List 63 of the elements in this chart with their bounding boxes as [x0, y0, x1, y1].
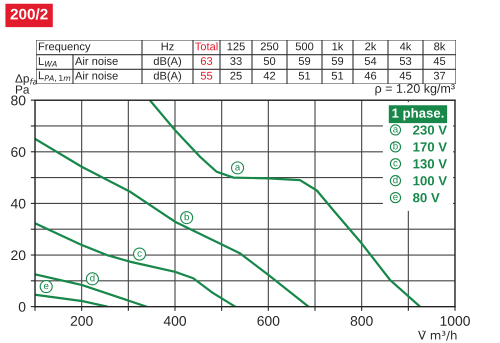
text: 46	[364, 72, 376, 80]
text: 51	[298, 72, 310, 80]
legend-label: 100 V	[413, 176, 447, 186]
y-tick-label: 40	[10, 198, 26, 209]
y-tick-label: 0	[18, 302, 26, 312]
legend-title: 1 phase.	[392, 108, 444, 120]
text: 1k	[332, 42, 344, 50]
text: Total	[195, 42, 218, 50]
text: 55	[200, 72, 212, 80]
text: 63	[200, 57, 212, 65]
line-series	[35, 138, 310, 307]
text: a	[393, 127, 398, 133]
text: L$_{PA,1m}$	[38, 71, 70, 82]
text: 45	[400, 72, 412, 80]
annotation: c	[138, 251, 142, 257]
x-tick-label: 400	[164, 316, 186, 326]
text: 54	[364, 57, 376, 65]
text: 250	[260, 42, 278, 50]
text: Air noise	[75, 71, 118, 80]
y-tick-label: 80	[11, 95, 26, 106]
text: dB(A)	[154, 71, 182, 82]
text: 45	[434, 57, 446, 65]
text: 51	[332, 72, 344, 80]
y-tick-label: 20	[11, 250, 26, 260]
text: dB(A)	[154, 56, 182, 68]
line-series	[35, 222, 236, 307]
legend-label: 170 V	[413, 142, 447, 152]
annotation: b	[184, 213, 189, 220]
annotation: d	[90, 274, 94, 282]
text: ρ = 1.20 kg/m³	[375, 84, 455, 96]
legend-label: 80 V	[413, 193, 440, 202]
text: 500	[296, 42, 314, 50]
text: L$_{WA}$	[38, 57, 57, 67]
text: 59	[298, 57, 310, 65]
text: Air noise	[75, 56, 118, 65]
text: 4k	[400, 42, 412, 50]
text: d	[393, 176, 398, 184]
text: e	[393, 194, 398, 200]
text: 59	[332, 57, 344, 65]
annotation: a	[235, 165, 240, 170]
text: b	[393, 142, 398, 150]
x-tick-label: 800	[350, 316, 373, 326]
text: Frequency	[38, 42, 90, 53]
text: 37	[434, 72, 446, 80]
x-tick-label: 1000	[440, 316, 470, 326]
text: 125	[228, 42, 245, 50]
text: 33	[230, 57, 242, 65]
text: Hz	[162, 42, 174, 50]
text: 50	[264, 57, 276, 65]
text: c	[393, 161, 398, 166]
text: 2k	[365, 42, 376, 50]
annotation: e	[44, 284, 48, 290]
x-tick-label: 600	[257, 316, 280, 326]
text: 42	[264, 72, 276, 80]
x-tick-label: 200	[70, 316, 93, 326]
legend-label: 230 V	[413, 125, 447, 135]
text: 25	[230, 72, 242, 80]
legend-label: 130 V	[413, 159, 447, 169]
x-axis-title: V̇ m³/h	[418, 330, 456, 341]
y-tick-label: 60	[11, 147, 26, 157]
text: 200/2	[10, 8, 48, 20]
text: 53	[400, 57, 412, 65]
text: 8k	[434, 42, 446, 50]
